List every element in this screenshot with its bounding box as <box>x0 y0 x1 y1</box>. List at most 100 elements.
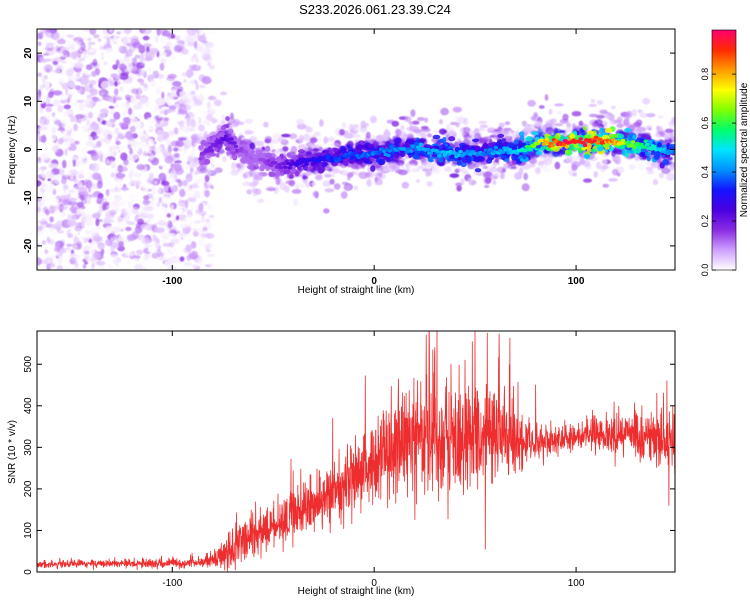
haze-blob <box>634 156 640 162</box>
core-blob <box>432 134 441 140</box>
noise-blob <box>74 140 80 145</box>
noise-blob <box>61 59 67 64</box>
noise-blob <box>198 202 204 212</box>
noise-blob <box>131 206 139 215</box>
noise-blob <box>37 41 42 47</box>
haze-blob <box>421 128 431 133</box>
ridge-point <box>281 162 287 166</box>
haze-blob <box>659 131 665 137</box>
noise-blob <box>130 117 138 125</box>
noise-blob <box>90 149 97 157</box>
ridge-point <box>507 148 513 152</box>
noise-blob <box>97 38 102 42</box>
noise-blob <box>190 35 198 43</box>
noise-blob <box>135 153 140 160</box>
noise-blob <box>139 68 146 76</box>
haze-blob <box>210 157 218 164</box>
haze-blob <box>296 118 305 126</box>
haze-blob <box>365 137 372 141</box>
noise-blob <box>118 262 122 268</box>
noise-blob <box>53 48 59 54</box>
haze-blob <box>542 159 548 165</box>
noise-blob <box>123 234 127 242</box>
noise-blob <box>56 38 66 45</box>
core-blob <box>437 157 444 163</box>
noise-blob <box>65 68 74 77</box>
noise-blob <box>133 104 143 110</box>
noise-blob <box>91 242 96 247</box>
haze-blob <box>343 185 351 192</box>
ridge-point <box>349 156 354 160</box>
noise-blob <box>88 238 93 243</box>
noise-blob <box>128 73 138 78</box>
haze-blob <box>409 126 419 133</box>
noise-blob <box>105 189 110 197</box>
haze-blob <box>427 133 433 138</box>
core-blob <box>582 126 587 131</box>
haze-blob <box>263 121 269 128</box>
noise-blob <box>140 135 147 143</box>
noise-blob <box>41 240 46 245</box>
ridge-point <box>425 147 431 152</box>
haze-blob <box>571 164 578 171</box>
haze-blob <box>571 111 582 117</box>
core-blob <box>276 156 282 161</box>
noise-blob <box>96 226 102 230</box>
core-blob <box>531 131 539 136</box>
noise-blob <box>140 61 146 66</box>
haze-blob <box>366 179 372 187</box>
noise-blob <box>192 263 198 269</box>
haze-blob <box>493 172 499 179</box>
noise-blob <box>61 93 66 101</box>
noise-blob <box>197 59 201 65</box>
noise-blob <box>94 98 102 102</box>
haze-blob <box>333 183 341 190</box>
haze-blob <box>370 115 377 124</box>
noise-blob <box>157 256 167 261</box>
haze-blob <box>645 166 654 171</box>
haze-blob <box>399 163 404 168</box>
haze-blob <box>256 198 265 203</box>
core-blob <box>341 148 346 155</box>
noise-blob <box>177 214 187 220</box>
ridge-point <box>418 142 424 146</box>
core-blob <box>259 167 265 172</box>
noise-blob <box>124 83 129 89</box>
noise-blob <box>94 151 104 160</box>
noise-blob <box>181 162 188 171</box>
noise-blob <box>98 126 103 134</box>
noise-blob <box>152 70 160 79</box>
noise-blob <box>181 104 192 111</box>
noise-blob <box>127 266 137 270</box>
noise-blob <box>77 181 83 188</box>
haze-blob <box>344 130 349 135</box>
noise-blob <box>182 126 190 133</box>
haze-blob <box>462 170 469 175</box>
noise-blob <box>107 263 116 270</box>
noise-blob <box>37 107 44 113</box>
noise-blob <box>141 237 151 245</box>
noise-blob <box>77 187 88 195</box>
noise-blob <box>204 41 214 48</box>
noise-blob <box>137 115 144 119</box>
noise-blob <box>39 97 46 104</box>
noise-blob <box>155 145 163 152</box>
ridge-point <box>213 143 219 147</box>
core-blob <box>632 135 637 140</box>
haze-blob <box>354 172 364 176</box>
noise-blob <box>174 220 182 228</box>
ridge-point <box>250 150 255 154</box>
haze-blob <box>204 174 210 182</box>
y-tick-label: 200 <box>23 480 34 497</box>
noise-blob <box>115 221 124 231</box>
spectrogram-x-label: Height of straight line (km) <box>298 285 415 296</box>
noise-blob <box>128 133 135 141</box>
noise-blob <box>112 179 123 187</box>
haze-blob <box>312 190 319 198</box>
noise-blob <box>95 76 99 83</box>
noise-blob <box>155 227 165 234</box>
noise-blob <box>85 40 96 45</box>
noise-blob <box>143 43 153 48</box>
haze-blob <box>523 172 529 181</box>
ridge-point <box>198 157 203 161</box>
